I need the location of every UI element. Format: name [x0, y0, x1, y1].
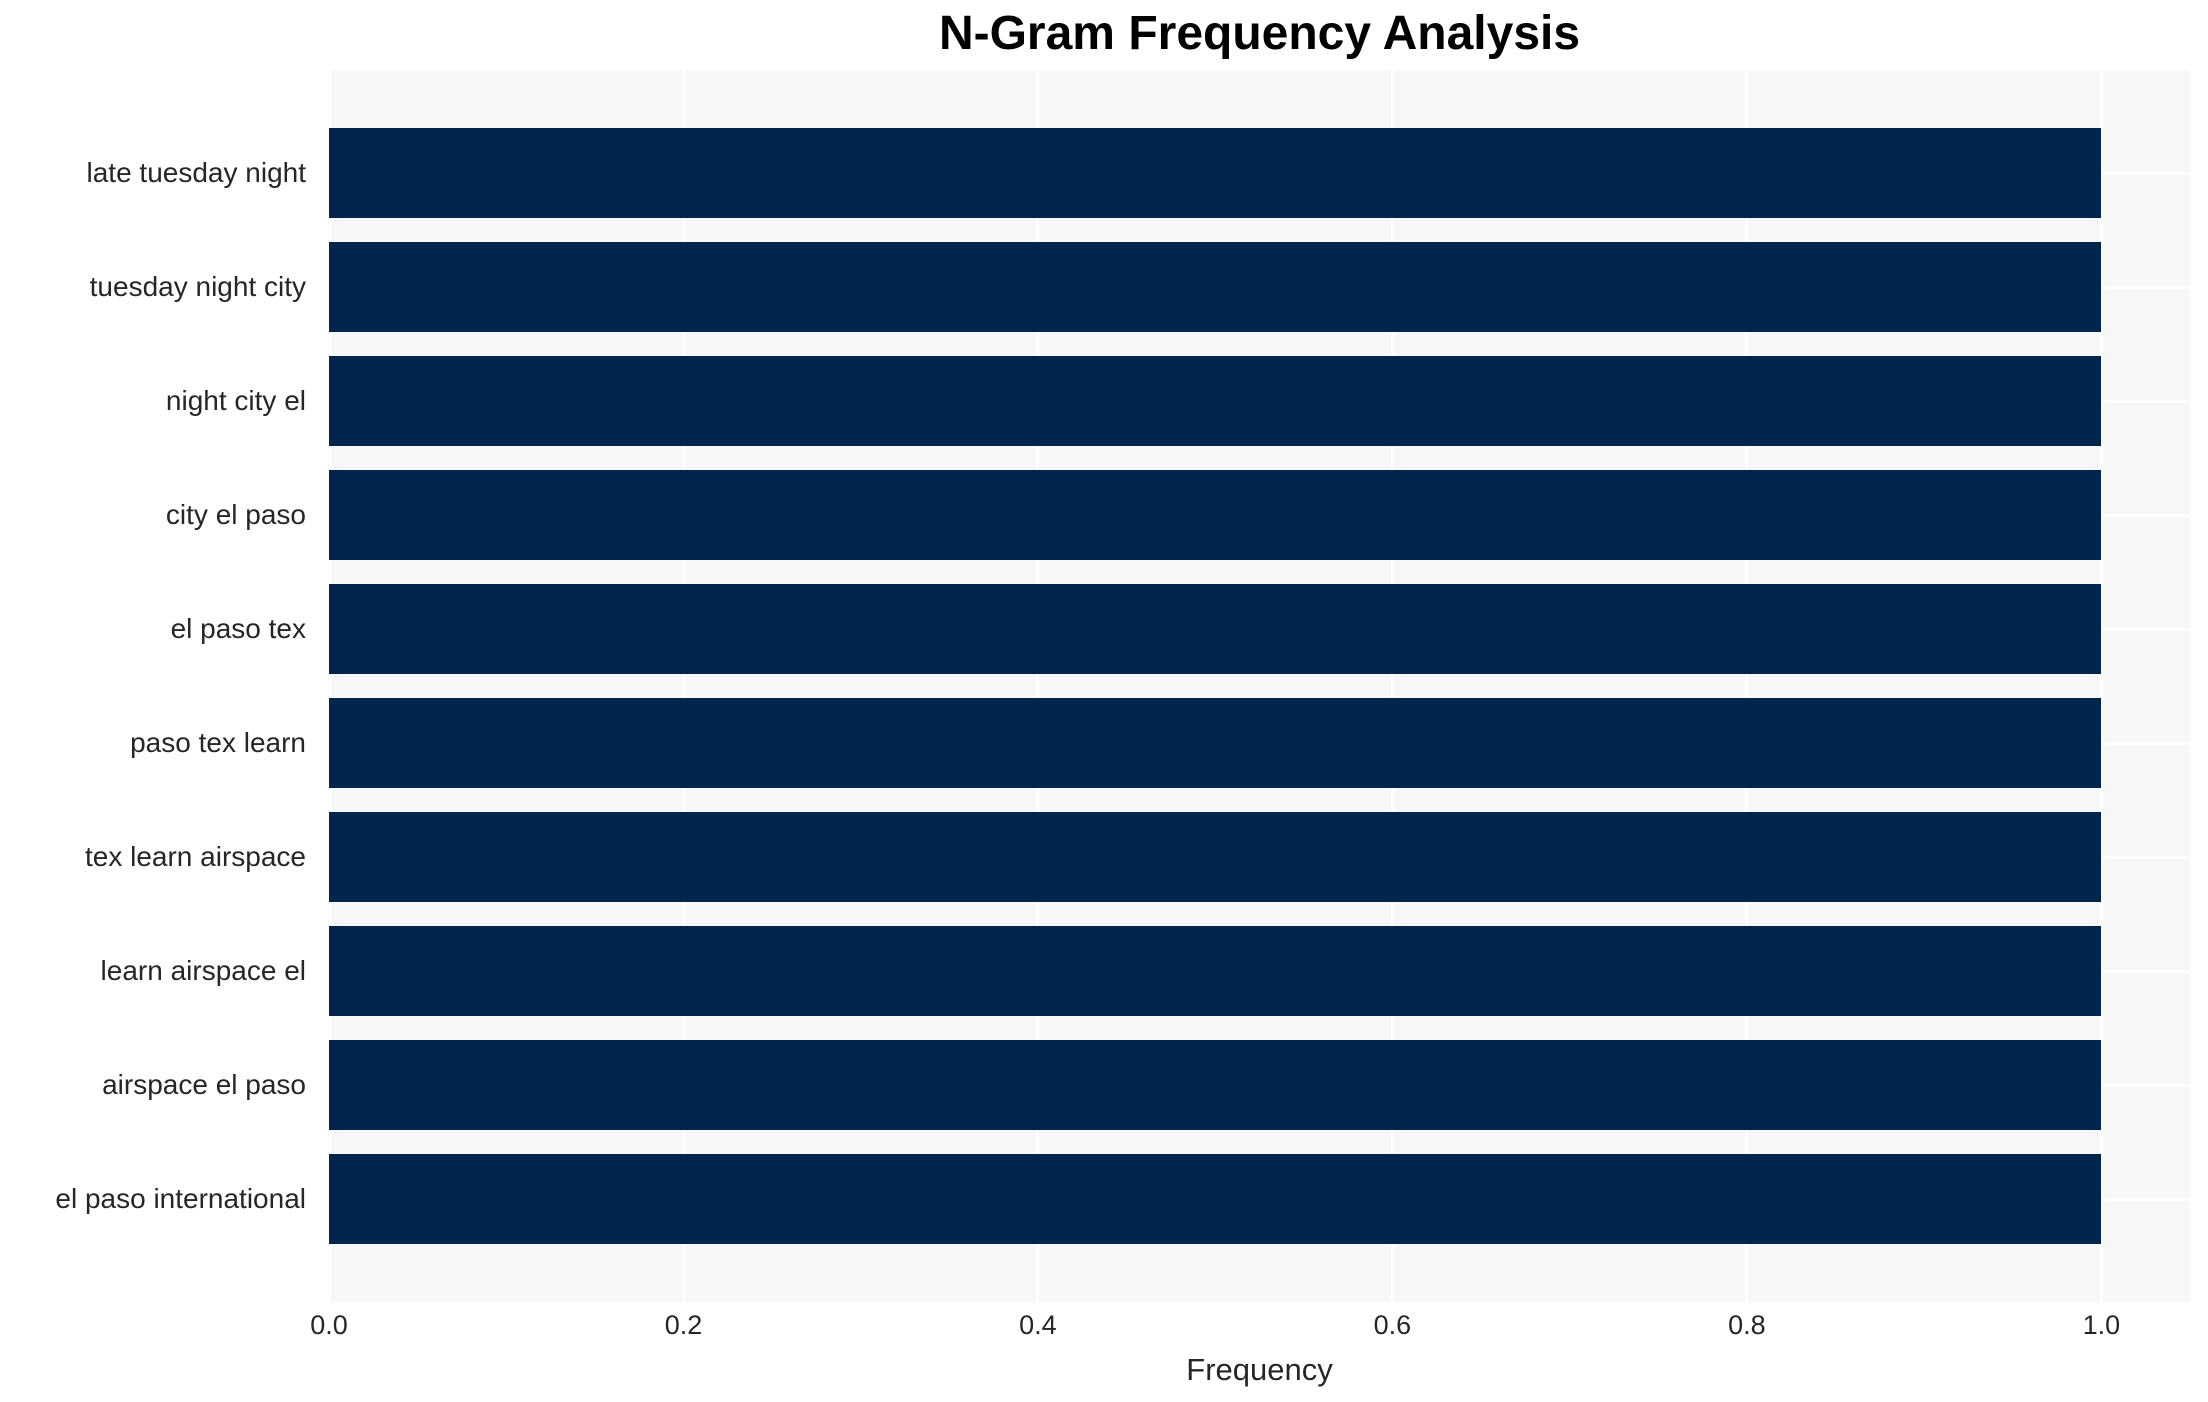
- x-tick-label: 0.4: [1019, 1310, 1057, 1340]
- x-tick-label: 0.8: [1728, 1310, 1766, 1340]
- bar: [329, 127, 2102, 219]
- bar: [329, 811, 2102, 903]
- y-tick-label: el paso tex: [170, 613, 306, 644]
- y-tick-label: learn airspace el: [100, 955, 306, 986]
- bar-row: [329, 344, 2190, 458]
- bar: [329, 697, 2102, 789]
- y-tick-label: night city el: [165, 385, 306, 416]
- y-tick-label: tuesday night city: [89, 271, 306, 302]
- bar-row: [329, 1142, 2190, 1256]
- bar-row: [329, 800, 2190, 914]
- y-tick-label: paso tex learn: [130, 727, 306, 758]
- y-tick-label: late tuesday night: [86, 157, 307, 188]
- bar: [329, 1153, 2102, 1245]
- x-gridline: [681, 70, 685, 1302]
- plot-area: [329, 70, 2190, 1302]
- x-gridline: [1390, 70, 1394, 1302]
- x-tick-label: 1.0: [2082, 1310, 2121, 1340]
- bar-rows: [329, 70, 2190, 1302]
- bar: [329, 925, 2102, 1017]
- bar-row: [329, 116, 2190, 230]
- bar: [329, 1039, 2102, 1131]
- bar: [329, 469, 2102, 561]
- x-tick-label: 0.0: [310, 1310, 348, 1340]
- y-tick-label: tex learn airspace: [84, 841, 306, 872]
- bar-row: [329, 458, 2190, 572]
- x-gridline: [1745, 70, 1749, 1302]
- x-gridline: [1036, 70, 1040, 1302]
- bar-row: [329, 686, 2190, 800]
- x-tick-label: 0.6: [1373, 1310, 1412, 1340]
- bar-row: [329, 914, 2190, 1028]
- y-tick-label: city el paso: [165, 499, 306, 530]
- bar-row: [329, 230, 2190, 344]
- bar-row: [329, 572, 2190, 686]
- y-axis: late tuesday night tuesday night city nigh…: [0, 70, 317, 1302]
- chart-title: N-Gram Frequency Analysis: [938, 7, 1581, 60]
- bar: [329, 583, 2102, 675]
- x-axis-title: Frequency: [1186, 1352, 1333, 1387]
- y-tick-label: airspace el paso: [102, 1069, 306, 1100]
- x-tick-label: 0.2: [664, 1310, 703, 1340]
- bar-row: [329, 1028, 2190, 1142]
- bar: [329, 241, 2102, 333]
- y-tick-label: el paso international: [55, 1183, 306, 1214]
- x-gridline: [329, 70, 331, 1302]
- x-gridline: [2099, 70, 2103, 1302]
- bar: [329, 355, 2102, 447]
